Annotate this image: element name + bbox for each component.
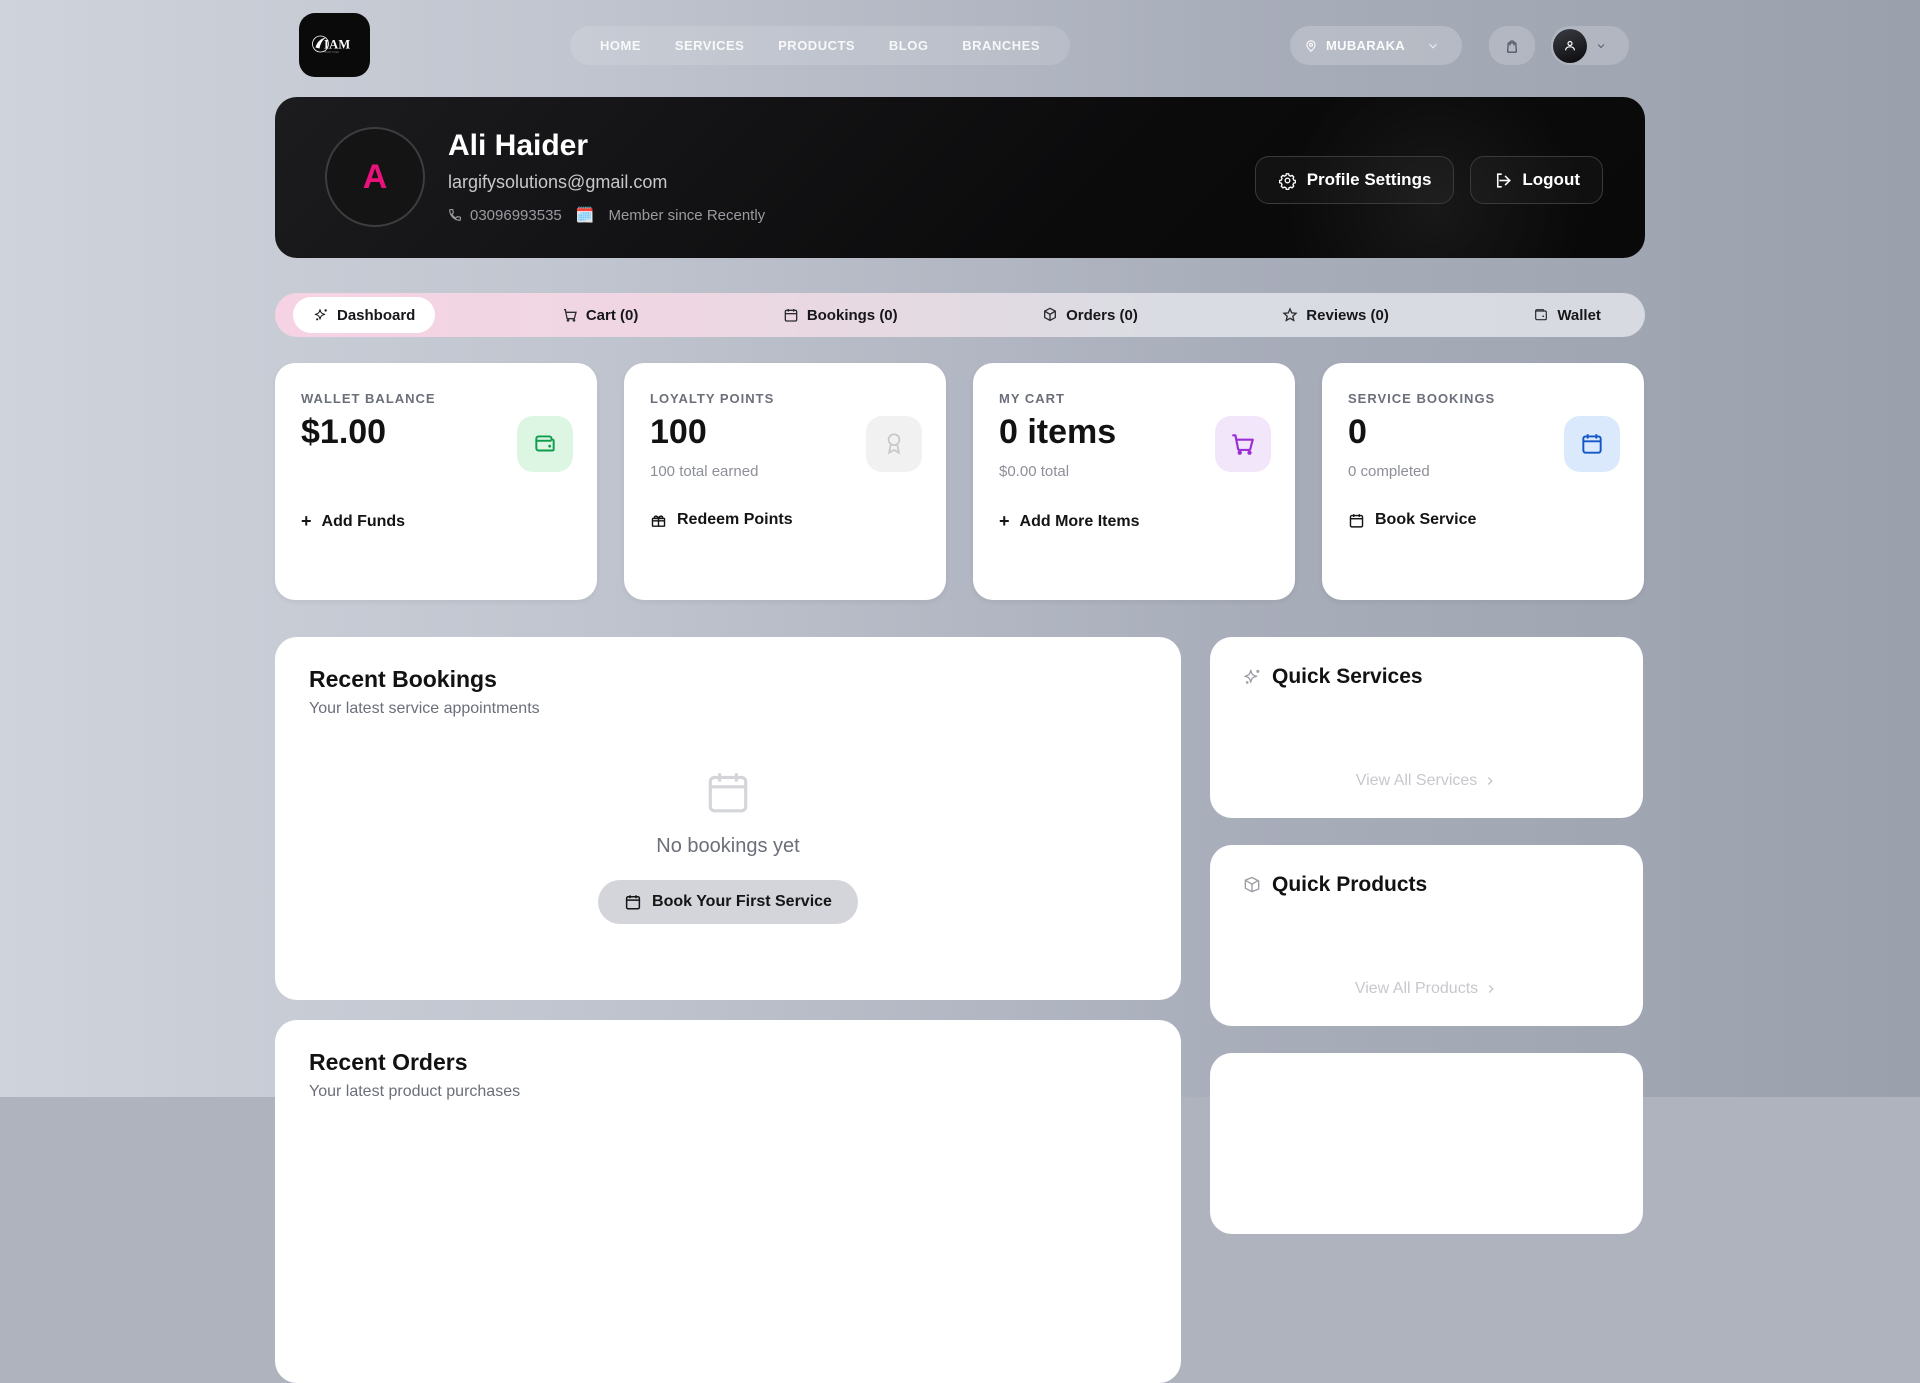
svg-text:IAM: IAM [324, 38, 350, 52]
svg-text:Beauty lounge: Beauty lounge [324, 51, 339, 54]
